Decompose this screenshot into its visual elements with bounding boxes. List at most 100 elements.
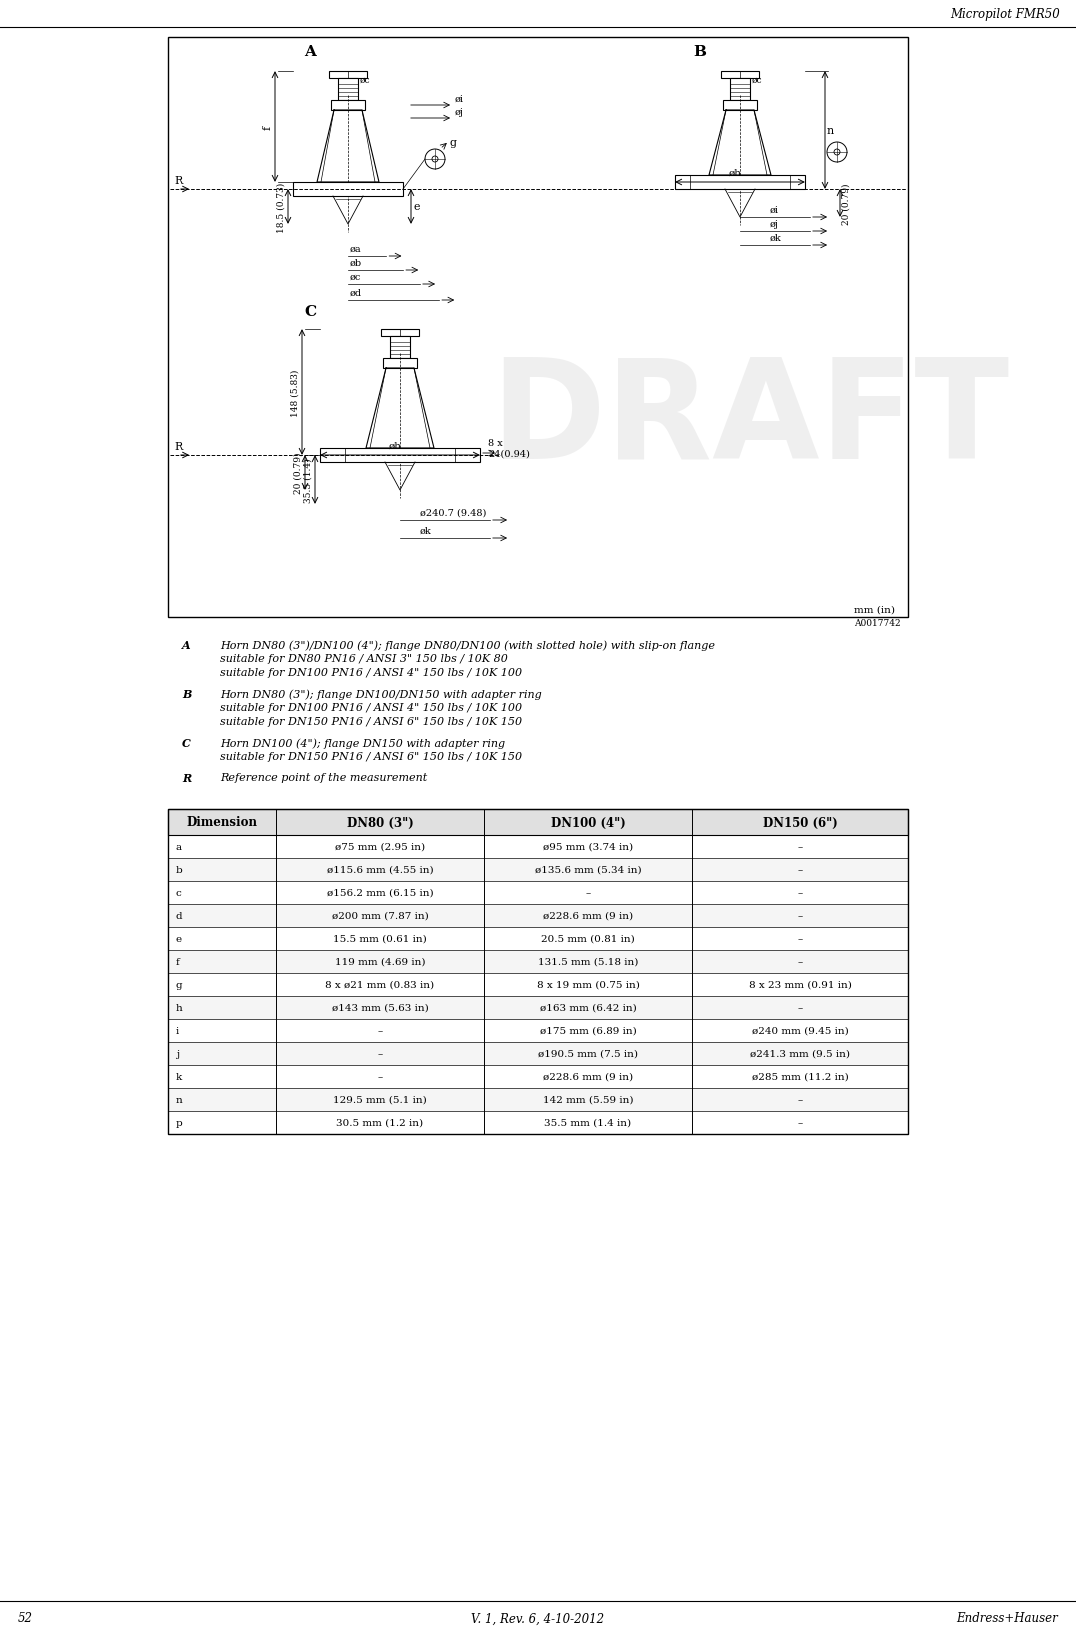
Text: h: h [176,1004,183,1012]
Text: B: B [182,688,192,699]
Text: –: – [797,843,803,851]
Text: 129.5 mm (5.1 in): 129.5 mm (5.1 in) [334,1095,427,1104]
Text: øh: øh [388,442,401,452]
Text: suitable for DN100 PN16 / ANSI 4" 150 lbs / 10K 100: suitable for DN100 PN16 / ANSI 4" 150 lb… [220,703,522,712]
Bar [168,836,908,859]
Text: 20 (0.79): 20 (0.79) [294,453,303,494]
Text: –: – [797,957,803,967]
Text: –: – [797,888,803,898]
Text: B: B [694,46,707,59]
Text: 148 (5.83): 148 (5.83) [291,368,300,416]
Text: –: – [797,934,803,944]
Bar [690,176,790,189]
Bar [168,996,908,1019]
Bar [168,1089,908,1112]
Text: DRAFT: DRAFT [491,352,1009,487]
Text: øj: øj [455,108,464,117]
Text: Dimension: Dimension [186,817,257,830]
Text: –: – [797,1095,803,1104]
Text: –: – [378,1050,383,1058]
Text: 35.5 (1.4): 35.5 (1.4) [305,458,313,502]
Text: øj: øj [770,220,779,228]
Text: suitable for DN100 PN16 / ANSI 4" 150 lbs / 10K 100: suitable for DN100 PN16 / ANSI 4" 150 lb… [220,668,522,678]
Text: mm (in): mm (in) [854,605,895,615]
Text: p: p [176,1118,183,1128]
Bar [168,882,908,905]
Text: ød: ød [350,289,363,298]
Bar [168,37,908,618]
Text: 20.5 mm (0.81 in): 20.5 mm (0.81 in) [541,934,635,944]
Bar [168,927,908,950]
Text: j: j [176,1050,179,1058]
Text: d: d [176,911,183,921]
Text: V. 1, Rev. 6, 4-10-2012: V. 1, Rev. 6, 4-10-2012 [471,1612,605,1625]
Text: ø240 mm (9.45 in): ø240 mm (9.45 in) [752,1027,848,1035]
Text: ø95 mm (3.74 in): ø95 mm (3.74 in) [543,843,633,851]
Text: f: f [263,126,273,129]
Text: suitable for DN80 PN16 / ANSI 3" 150 lbs / 10K 80: suitable for DN80 PN16 / ANSI 3" 150 lbs… [220,654,508,663]
Text: ø200 mm (7.87 in): ø200 mm (7.87 in) [331,911,428,921]
Text: Micropilot FMR50: Micropilot FMR50 [950,8,1060,21]
Bar [329,72,367,78]
Text: 20 (0.79): 20 (0.79) [843,183,851,225]
Text: Horn DN80 (3"); flange DN100/DN150 with adapter ring: Horn DN80 (3"); flange DN100/DN150 with … [220,688,541,699]
Text: Endress+Hauser: Endress+Hauser [957,1612,1058,1625]
Text: øh: øh [728,170,741,178]
Text: suitable for DN150 PN16 / ANSI 6" 150 lbs / 10K 150: suitable for DN150 PN16 / ANSI 6" 150 lb… [220,751,522,761]
Text: C: C [303,305,316,319]
Text: f: f [176,957,180,967]
Text: ø240.7 (9.48): ø240.7 (9.48) [420,509,486,518]
Bar [168,1066,908,1089]
Text: 131.5 mm (5.18 in): 131.5 mm (5.18 in) [538,957,638,967]
Text: ø175 mm (6.89 in): ø175 mm (6.89 in) [540,1027,636,1035]
Circle shape [834,150,840,156]
Text: 30.5 mm (1.2 in): 30.5 mm (1.2 in) [337,1118,424,1128]
Text: DN150 (6"): DN150 (6") [763,817,837,830]
Text: A: A [182,639,190,650]
Text: Reference point of the measurement: Reference point of the measurement [220,773,427,782]
Text: ø241.3 mm (9.5 in): ø241.3 mm (9.5 in) [750,1050,850,1058]
Bar [320,448,480,463]
Text: 15.5 mm (0.61 in): 15.5 mm (0.61 in) [334,934,427,944]
Bar [723,101,758,111]
Text: b: b [176,866,183,874]
Text: A: A [305,46,316,59]
Text: øk: øk [420,526,431,536]
Text: øk: øk [770,233,782,243]
Text: øc: øc [752,75,763,85]
Text: e: e [176,934,182,944]
Text: –: – [378,1027,383,1035]
Text: ø75 mm (2.95 in): ø75 mm (2.95 in) [335,843,425,851]
Bar [168,973,908,996]
Bar [168,810,908,836]
Text: k: k [176,1073,182,1081]
Text: Horn DN80 (3")/DN100 (4"); flange DN80/DN100 (with slotted hole) with slip-on fl: Horn DN80 (3")/DN100 (4"); flange DN80/D… [220,639,714,650]
Text: 142 mm (5.59 in): 142 mm (5.59 in) [542,1095,634,1104]
Bar [168,859,908,882]
Bar [168,1112,908,1134]
Bar [730,78,750,101]
Text: ø115.6 mm (4.55 in): ø115.6 mm (4.55 in) [327,866,434,874]
Text: 8 x 19 mm (0.75 in): 8 x 19 mm (0.75 in) [537,980,639,989]
Bar [345,448,455,463]
Circle shape [827,143,847,163]
Text: –: – [797,911,803,921]
Text: øi: øi [455,95,464,104]
Bar [721,72,759,78]
Text: –: – [585,888,591,898]
Text: –: – [797,1118,803,1128]
Text: –: – [797,1004,803,1012]
Bar [390,337,410,359]
Bar [383,359,417,368]
Bar [675,176,805,189]
Text: øc: øc [350,272,362,282]
Text: ø190.5 mm (7.5 in): ø190.5 mm (7.5 in) [538,1050,638,1058]
Bar [168,1019,908,1042]
Circle shape [431,156,438,163]
Bar [293,183,404,197]
Text: ø285 mm (11.2 in): ø285 mm (11.2 in) [752,1073,848,1081]
Text: 18.5 (0.73): 18.5 (0.73) [277,183,286,233]
Text: a: a [176,843,182,851]
Bar [331,101,365,111]
Text: Horn DN100 (4"); flange DN150 with adapter ring: Horn DN100 (4"); flange DN150 with adapt… [220,737,505,748]
